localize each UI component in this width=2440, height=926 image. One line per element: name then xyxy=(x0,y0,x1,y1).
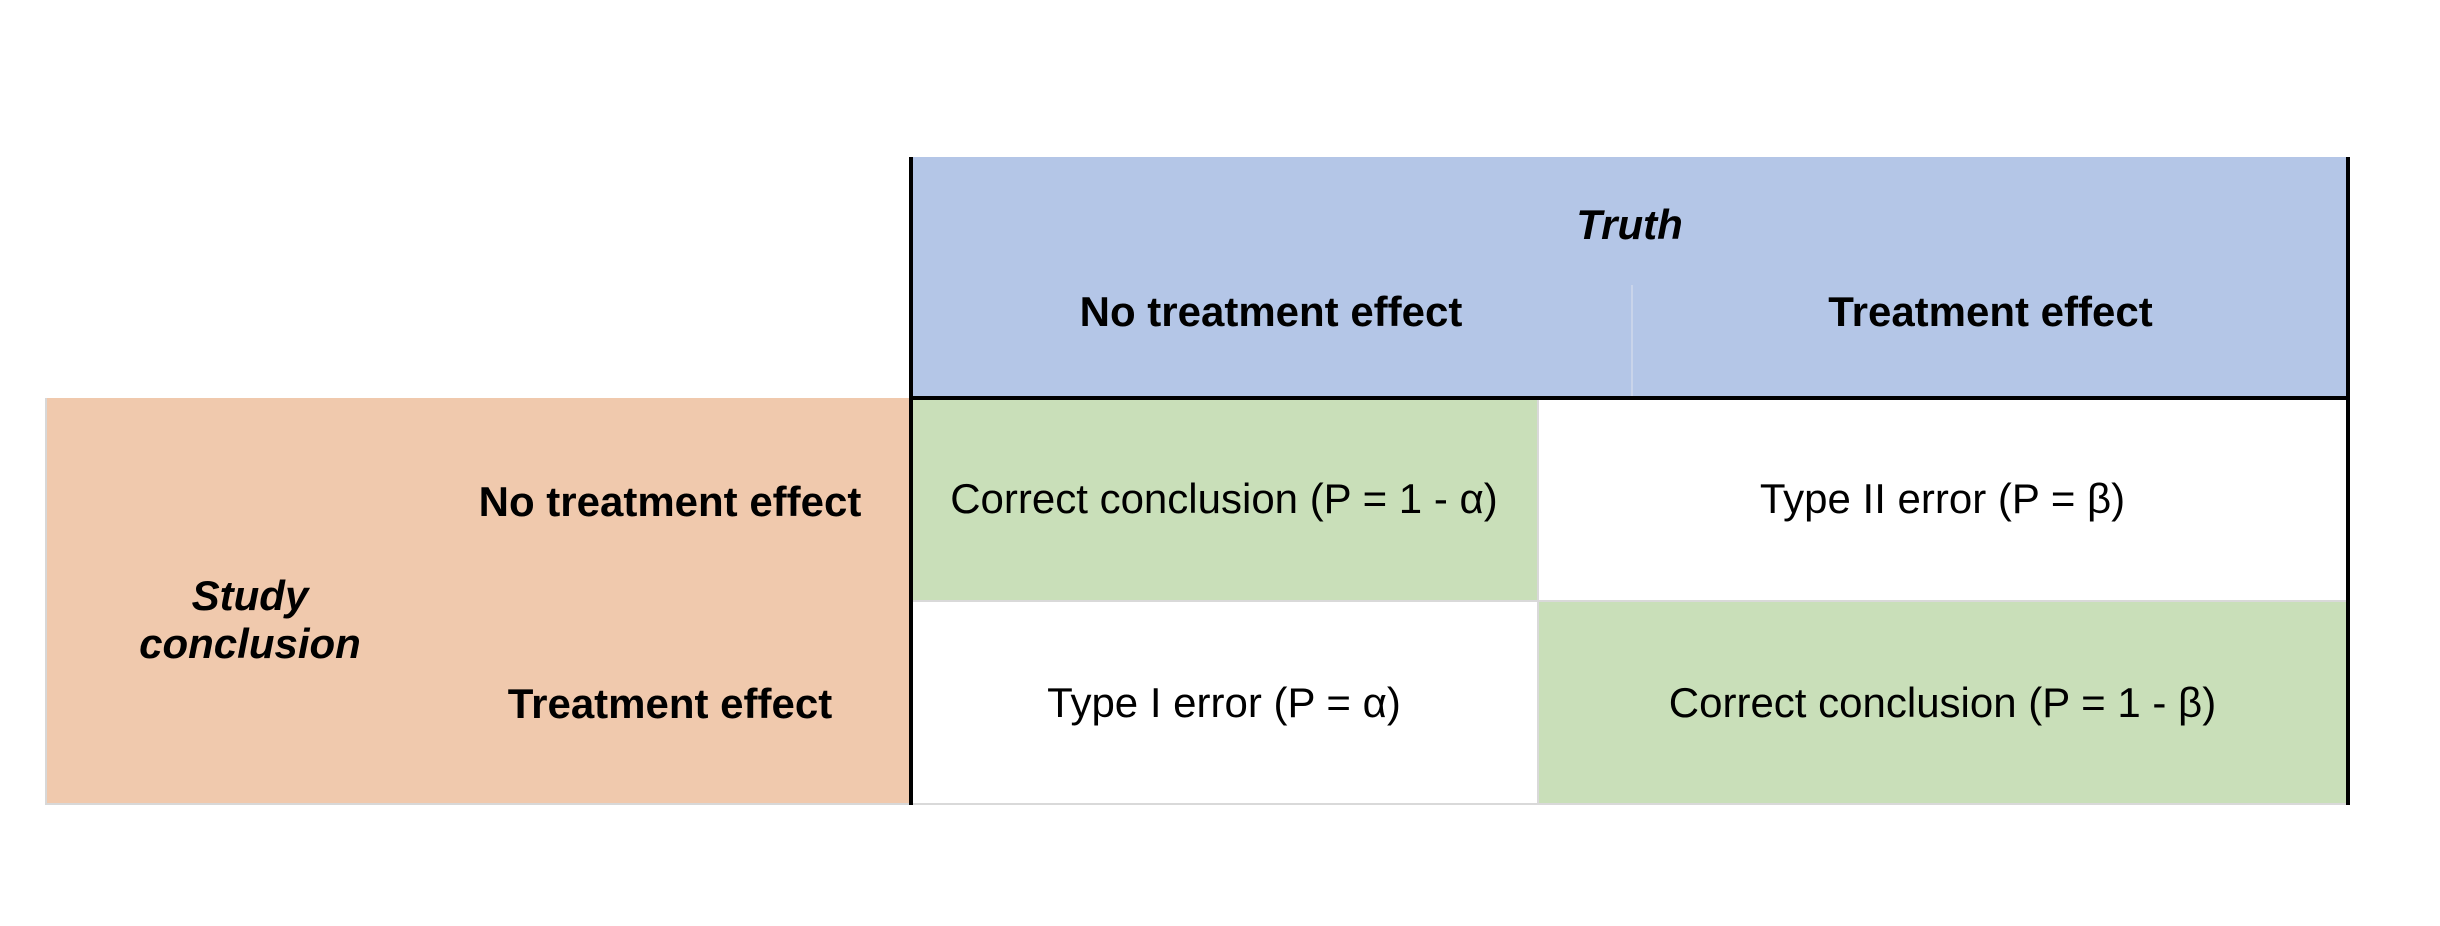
cell-type-ii-error: Type II error (P = β) xyxy=(1539,398,2348,602)
column-divider xyxy=(1631,285,1633,396)
cell-type-i-error: Type I error (P = α) xyxy=(911,602,1539,805)
truth-header-block xyxy=(911,157,2348,398)
cell-correct-conclusion-1-alpha: Correct conclusion (P = 1 - α) xyxy=(911,398,1539,602)
row-header-treatment-effect: Treatment effect xyxy=(507,680,833,727)
truth-label: Truth xyxy=(1576,201,1683,248)
row-header-no-treatment-effect: No treatment effect xyxy=(478,478,862,525)
study-conclusion-label: Study conclusion xyxy=(139,572,361,667)
right-border-line xyxy=(2346,157,2350,805)
column-header-no-treatment-effect: No treatment effect xyxy=(1079,288,1463,335)
header-separator-line xyxy=(909,396,2350,400)
left-border-line xyxy=(909,157,913,805)
cell-correct-conclusion-1-beta: Correct conclusion (P = 1 - β) xyxy=(1539,602,2348,805)
study-conclusion-block xyxy=(45,398,911,805)
column-header-treatment-effect: Treatment effect xyxy=(1828,288,2153,335)
